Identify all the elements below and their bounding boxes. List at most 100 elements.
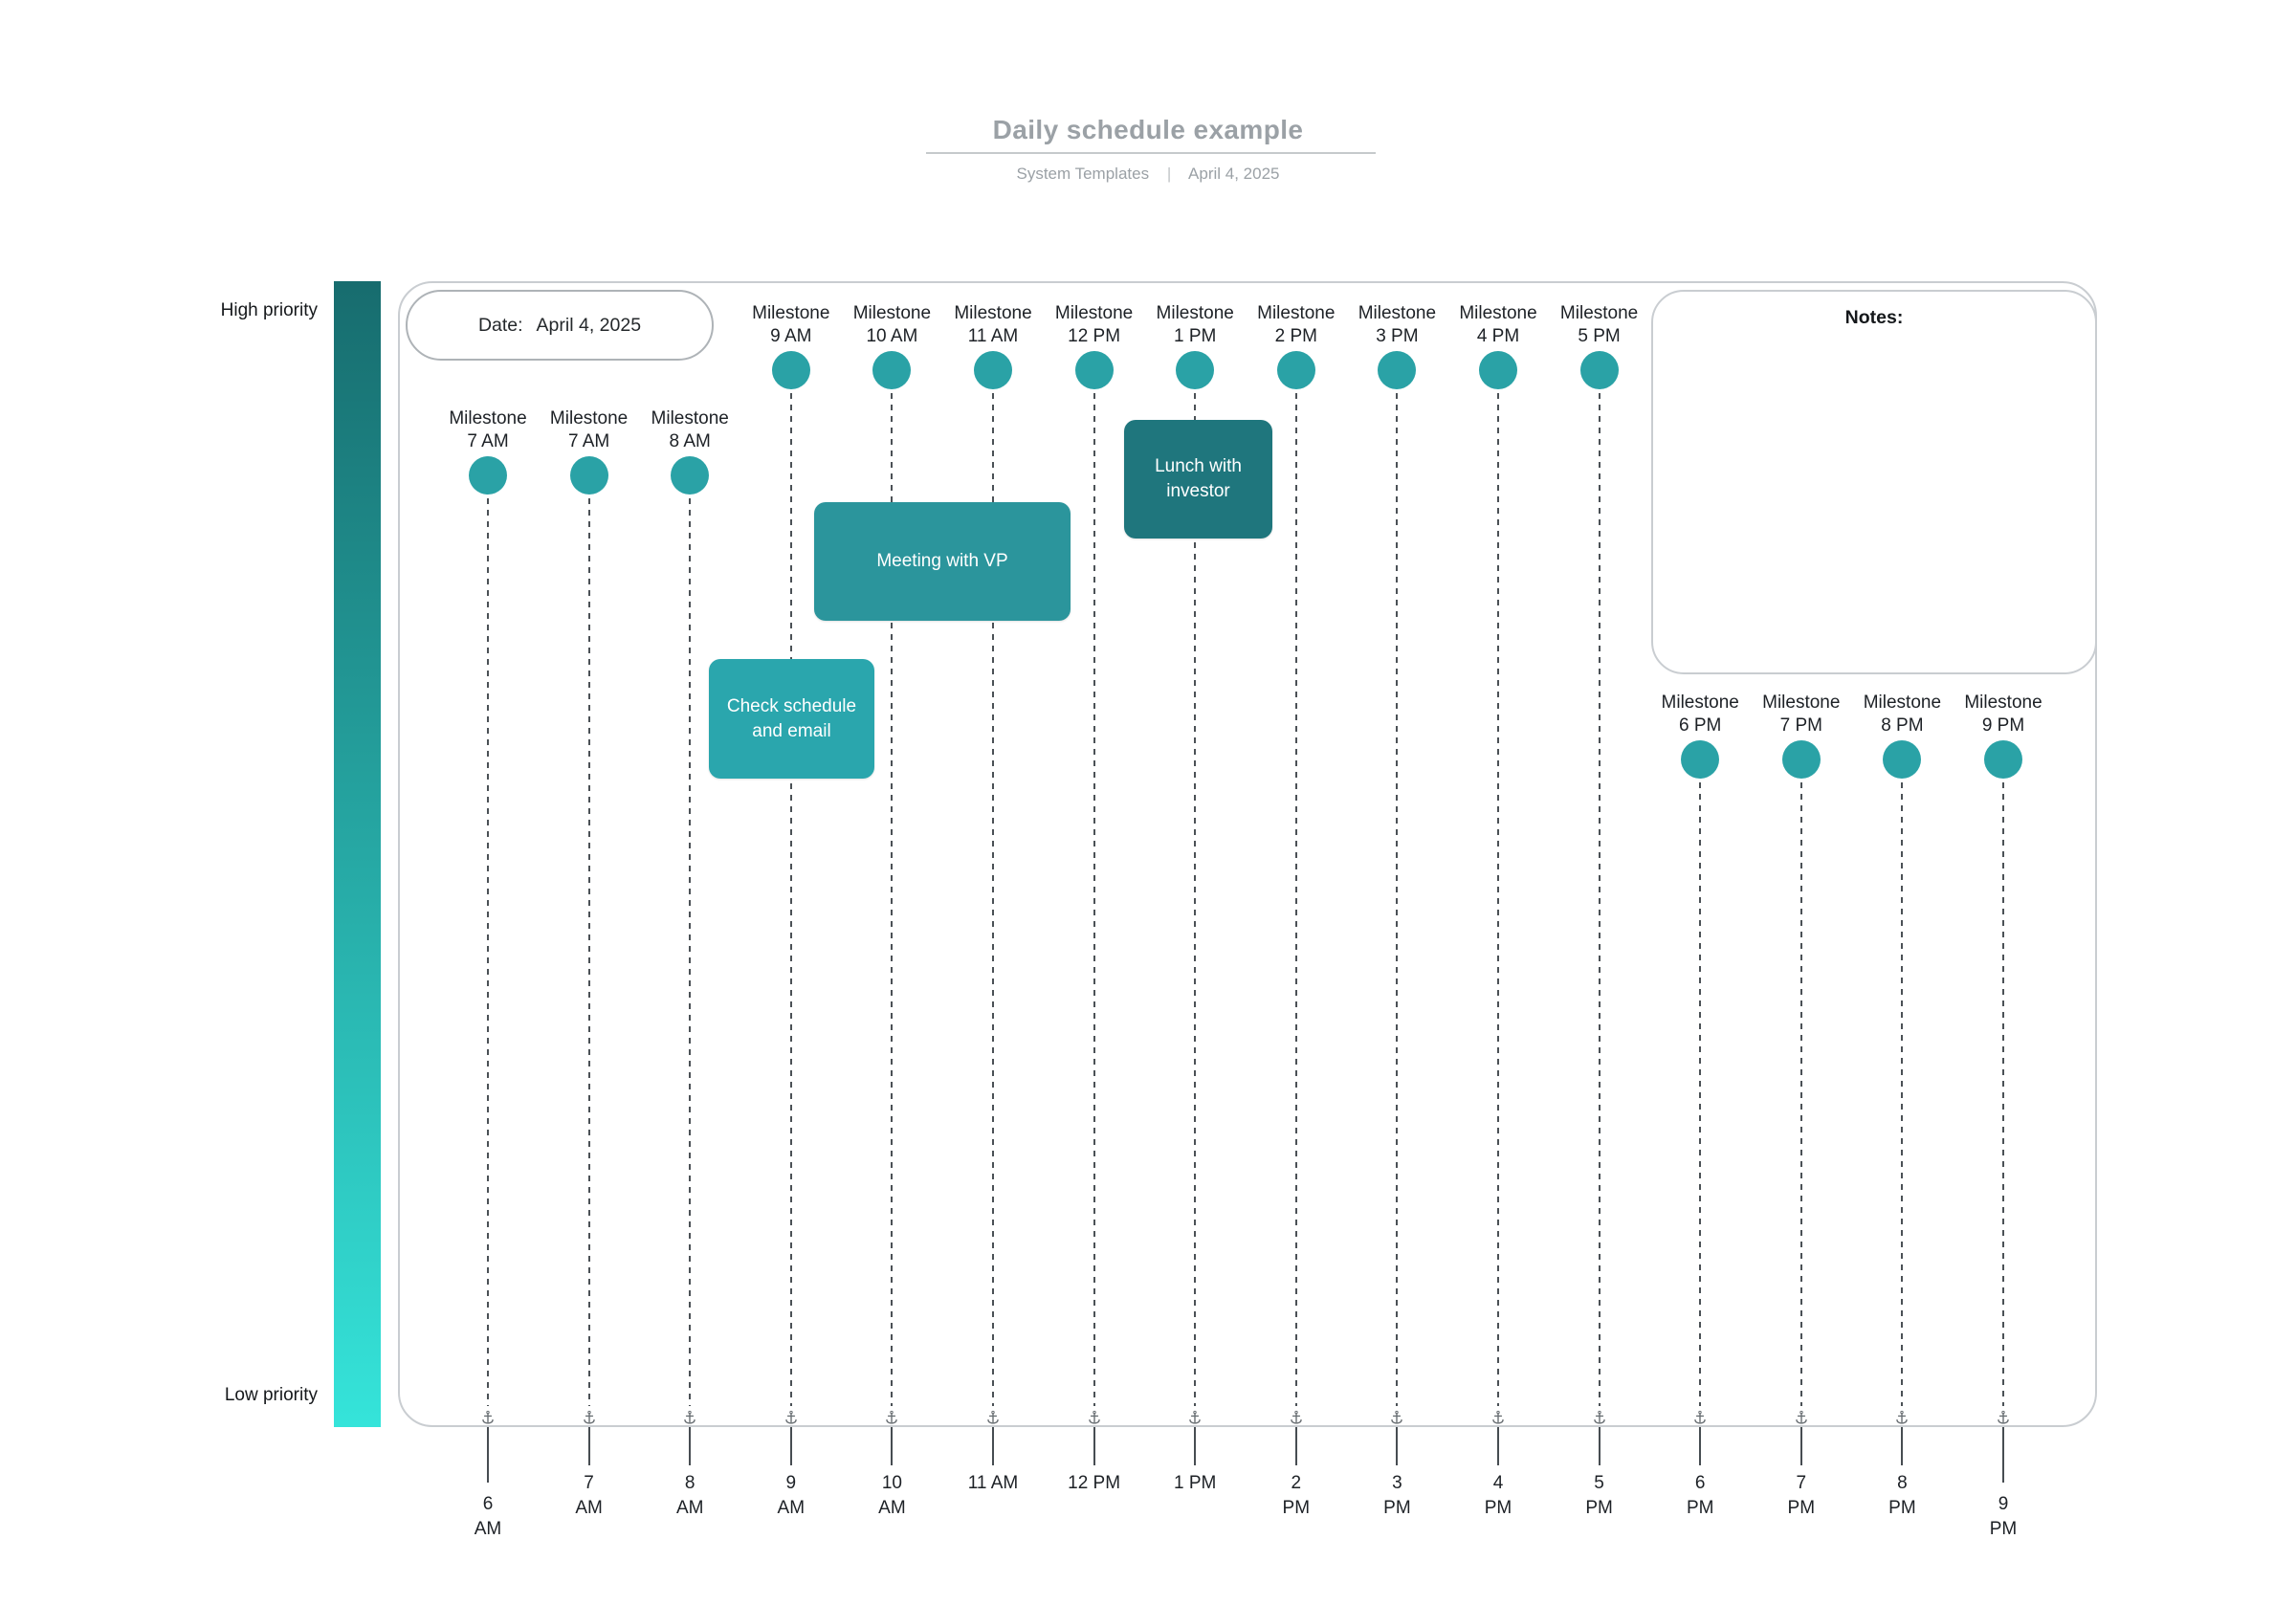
milestone-label: Milestone 9 AM [752,303,830,346]
milestone-circle[interactable] [1781,740,1821,779]
hour-label: 8 AM [675,1473,704,1518]
milestone-circle[interactable] [569,456,608,495]
line-anchor-icon [1086,1410,1103,1427]
notes-box[interactable]: Notes: [1651,290,2097,674]
milestone-label: Milestone 8 AM [651,408,729,451]
hour-tick [689,1427,692,1465]
milestone-circle[interactable] [1883,740,1922,779]
milestone-label: Milestone 3 PM [1358,303,1437,346]
line-anchor-icon [1490,1410,1507,1427]
hour-label: 12 PM [1068,1473,1121,1493]
hour-dashed-line [487,475,489,1406]
hour-dashed-line [891,370,894,1406]
line-anchor-icon [1691,1410,1709,1427]
low-priority-label: Low priority [224,1385,318,1405]
hour-label: 4 PM [1484,1473,1512,1518]
hour-tick [891,1427,894,1465]
hour-tick [1598,1427,1601,1465]
hour-tick [789,1427,792,1465]
hour-dashed-line [689,475,692,1406]
hour-tick [1699,1427,1702,1465]
line-anchor-icon [581,1410,598,1427]
task-card-meeting-with-vp[interactable]: Meeting with VP [814,502,1071,621]
milestone-circle[interactable] [771,351,810,389]
hour-dashed-line [1598,370,1601,1406]
milestone-label: Milestone 6 PM [1661,693,1739,736]
milestone-circle[interactable] [1378,351,1417,389]
line-anchor-icon [1388,1410,1405,1427]
hour-label: 6 PM [1686,1473,1714,1518]
line-anchor-icon [1893,1410,1910,1427]
milestone-label: Milestone 7 AM [449,408,527,451]
task-card-check-schedule-and-email[interactable]: Check schedule and email [709,659,874,779]
page-subtitle: System Templates | April 4, 2025 [0,165,2296,184]
milestone-label: Milestone 10 AM [852,303,932,346]
hour-dashed-line [1799,759,1802,1406]
hour-label: 9 AM [777,1473,806,1518]
milestone-label: Milestone 5 PM [1559,303,1639,346]
line-anchor-icon [883,1410,900,1427]
milestone-label: Milestone 11 AM [954,303,1032,346]
header-date: April 4, 2025 [1188,165,1280,183]
hour-label: 10 AM [878,1473,906,1518]
line-anchor-icon [783,1410,800,1427]
task-card-lunch-with-investor[interactable]: Lunch with investor [1124,420,1272,539]
hour-tick [1396,1427,1399,1465]
brand-label: System Templates [1016,165,1150,183]
milestone-label: Milestone 12 PM [1054,303,1134,346]
hour-tick [587,1427,590,1465]
line-anchor-icon [1591,1410,1608,1427]
milestone-label: Milestone 7 PM [1762,693,1841,736]
hour-label: 2 PM [1282,1473,1311,1518]
hour-dashed-line [1294,370,1297,1406]
hour-label: 11 AM [967,1473,1019,1493]
milestone-circle[interactable] [1276,351,1315,389]
hour-label: 6 AM [474,1494,502,1539]
milestone-circle[interactable] [872,351,912,389]
milestone-circle[interactable] [1479,351,1517,389]
milestone-circle[interactable] [1579,351,1619,389]
date-label: Date: [477,314,523,336]
date-box[interactable]: Date: April 4, 2025 [406,290,714,361]
hour-dashed-line [1699,759,1702,1406]
hour-dashed-line [1396,370,1399,1406]
hour-dashed-line [587,475,590,1406]
hour-tick [1901,1427,1904,1465]
hour-label: 1 PM [1174,1473,1217,1493]
hour-dashed-line [1497,370,1499,1406]
hour-dashed-line [2002,759,2004,1406]
milestone-label: Milestone 9 PM [1964,693,2042,736]
hour-dashed-line [1194,370,1197,1406]
hour-label: 5 PM [1585,1473,1613,1518]
milestone-circle[interactable] [1176,351,1215,389]
hour-tick [1093,1427,1095,1465]
date-value: April 4, 2025 [536,314,642,336]
milestone-label: Milestone 4 PM [1459,303,1537,346]
milestone-label: Milestone 1 PM [1156,303,1234,346]
milestone-circle[interactable] [469,456,507,495]
title-underline [926,152,1376,154]
hour-dashed-line [1093,370,1095,1406]
line-anchor-icon [1793,1410,1810,1427]
line-anchor-icon [681,1410,698,1427]
priority-gradient-bar [334,281,381,1427]
line-anchor-icon [1186,1410,1203,1427]
hour-label: 7 AM [575,1473,603,1518]
milestone-circle[interactable] [974,351,1012,389]
hour-dashed-line [992,370,994,1406]
milestone-circle[interactable] [671,456,710,495]
milestone-circle[interactable] [1074,351,1114,389]
line-anchor-icon [1288,1410,1305,1427]
hour-tick [992,1427,994,1465]
milestone-label: Milestone 2 PM [1257,303,1336,346]
hour-tick [1799,1427,1802,1465]
milestone-circle[interactable] [1984,740,2022,779]
hour-label: 3 PM [1383,1473,1411,1518]
hour-label: 9 PM [1989,1494,2018,1539]
hour-label: 7 PM [1787,1473,1816,1518]
milestone-circle[interactable] [1681,740,1720,779]
subtitle-separator: | [1166,165,1172,183]
hour-dashed-line [789,370,792,1406]
hour-dashed-line [1901,759,1904,1406]
